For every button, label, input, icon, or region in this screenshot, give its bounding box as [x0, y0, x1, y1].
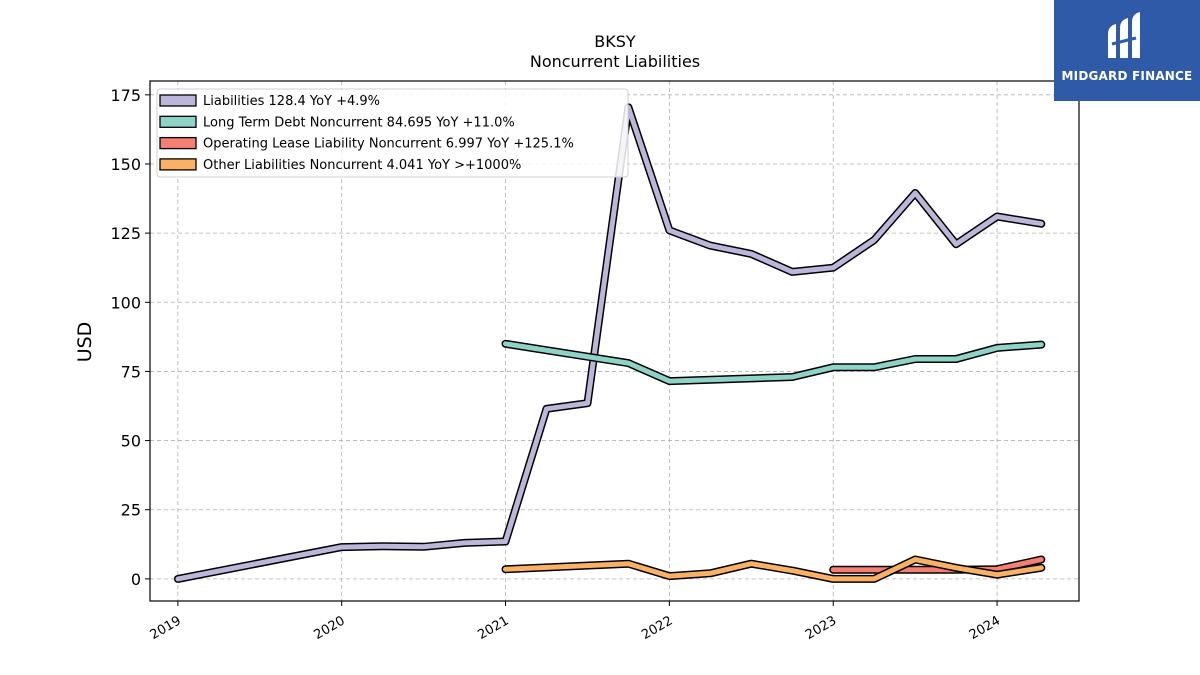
legend-entry-1: Long Term Debt Noncurrent 84.695 YoY +11…	[203, 115, 515, 130]
brand-logo: MIDGARD FINANCE	[1054, 0, 1200, 101]
y-axis-label: USD	[74, 322, 96, 363]
series-line-outline-0	[173, 103, 1046, 583]
legend-swatch-3	[159, 158, 197, 171]
y-tick-label: 0	[131, 570, 141, 589]
series-lines	[173, 103, 1046, 583]
y-tick-label: 125	[110, 224, 141, 243]
series-line-0	[175, 104, 1044, 582]
legend-entry-0: Liabilities 128.4 YoY +4.9%	[203, 94, 380, 109]
x-ticks: 2019 2020 2021 2022 2023 2024	[148, 601, 1003, 643]
x-tick-label: 2022	[639, 613, 675, 643]
legend: Liabilities 128.4 YoY +4.9% Long Term Deb…	[156, 88, 629, 178]
y-tick-label: 25	[121, 501, 141, 520]
legend-swatch-0	[159, 94, 197, 107]
y-tick-label: 150	[110, 155, 141, 174]
midgard-logo-icon	[1108, 12, 1140, 58]
legend-entry-3: Other Liabilities Noncurrent 4.041 YoY >…	[203, 158, 521, 173]
x-tick-label: 2023	[803, 613, 839, 643]
brand-name: MIDGARD FINANCE	[1061, 69, 1193, 83]
y-tick-label: 50	[121, 432, 141, 451]
legend-box	[156, 88, 629, 178]
plot-frame	[149, 80, 1080, 602]
chart-subtitle: Noncurrent Liabilities	[530, 52, 700, 71]
x-tick-label: 2020	[312, 613, 348, 643]
x-tick-label: 2021	[475, 613, 511, 643]
series-line-2	[830, 557, 1044, 573]
legend-entry-2: Operating Lease Liability Noncurrent 6.9…	[203, 137, 574, 152]
x-tick-label: 2019	[148, 613, 184, 643]
y-tick-label: 75	[121, 362, 141, 381]
x-tick-label: 2024	[967, 613, 1003, 643]
chart-title: BKSY	[594, 32, 636, 51]
legend-swatch-1	[159, 115, 197, 128]
y-tick-label: 100	[110, 293, 141, 312]
series-line-1	[503, 341, 1044, 384]
y-ticks: 0 25 50 75 100 125 150 175	[110, 86, 150, 589]
series-line-3	[503, 557, 1044, 582]
legend-swatch-2	[159, 136, 197, 150]
y-tick-label: 175	[110, 86, 141, 105]
